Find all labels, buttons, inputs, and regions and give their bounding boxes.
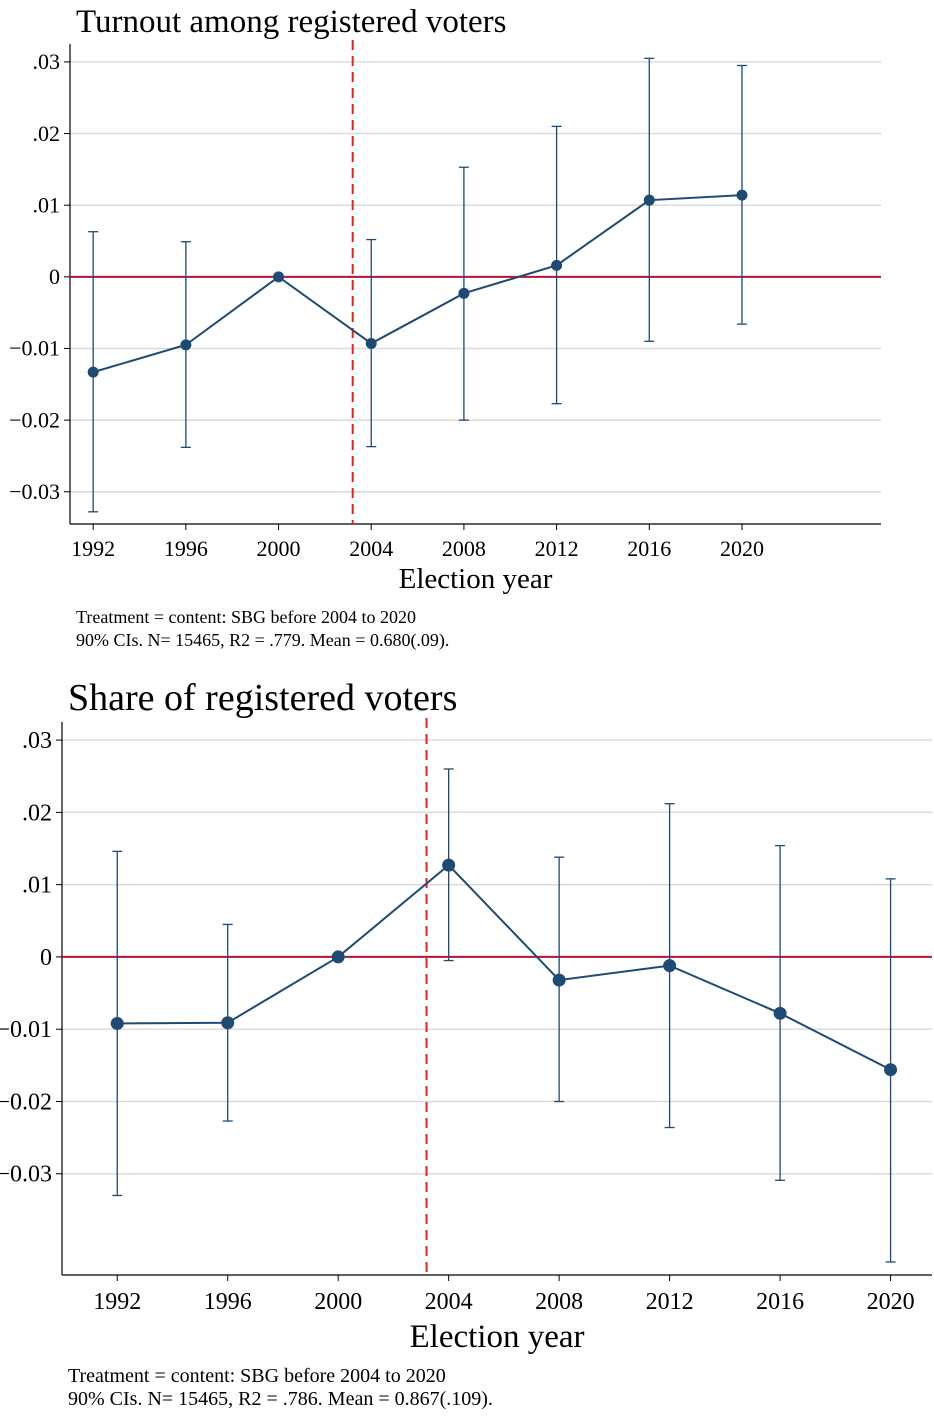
y-tick-label: 0 (40, 945, 52, 971)
x-tick-label: 2004 (425, 1289, 473, 1315)
chart-note: Treatment = content: SBG before 2004 to … (68, 1365, 446, 1387)
data-point (884, 1063, 898, 1077)
data-point (87, 366, 99, 378)
x-tick-label: 2008 (535, 1289, 583, 1315)
data-point (551, 259, 563, 271)
y-tick-label: −0.02 (9, 407, 60, 432)
y-tick-label: 0 (49, 264, 60, 289)
data-point (110, 1016, 124, 1030)
x-tick-label: 2008 (442, 536, 486, 561)
x-tick-label: 2016 (627, 536, 671, 561)
data-point (643, 194, 655, 206)
y-tick-label: .03 (33, 49, 61, 74)
chart-note: 90% CIs. N= 15465, R2 = .779. Mean = 0.6… (76, 630, 449, 651)
y-tick-label: .01 (33, 192, 61, 217)
x-tick-label: 1992 (93, 1289, 141, 1315)
data-point (273, 271, 285, 283)
chart-note: Treatment = content: SBG before 2004 to … (76, 607, 416, 627)
chart-title: Turnout among registered voters (76, 4, 506, 40)
series-line (117, 863, 892, 1071)
y-tick-label: .03 (22, 728, 52, 754)
x-tick-label: 2012 (535, 536, 579, 561)
data-point (221, 1016, 235, 1030)
x-tick-label: 1992 (71, 536, 115, 561)
x-tick-label: 2004 (349, 536, 393, 561)
data-point (552, 973, 566, 987)
y-tick-label: .02 (33, 121, 61, 146)
data-point (442, 858, 456, 872)
x-tick-label: 1996 (164, 536, 208, 561)
x-axis-label: Election year (399, 563, 553, 595)
data-point (736, 189, 748, 201)
chart-note: 90% CIs. N= 15465, R2 = .786. Mean = 0.8… (68, 1388, 493, 1410)
y-tick-label: −0.03 (9, 479, 60, 504)
y-tick-label: −0.01 (0, 1017, 52, 1043)
x-tick-label: 2012 (646, 1289, 694, 1315)
x-tick-label: 2016 (756, 1289, 804, 1315)
data-point (365, 337, 377, 349)
data-point (458, 287, 470, 299)
x-tick-label: 2000 (257, 536, 301, 561)
chart-title: Share of registered voters (68, 677, 457, 719)
x-tick-label: 2000 (314, 1289, 362, 1315)
data-point (180, 339, 192, 351)
x-tick-label: 2020 (867, 1289, 915, 1315)
data-point (331, 950, 345, 964)
x-tick-label: 2020 (720, 536, 764, 561)
y-tick-label: .02 (22, 800, 52, 826)
y-tick-label: −0.03 (0, 1162, 52, 1188)
panel-share: Share of registered voters −0.03 −0.02 −0.0… (0, 677, 932, 1410)
y-tick-label: .01 (22, 873, 52, 899)
y-tick-label: −0.02 (0, 1089, 52, 1115)
data-point (663, 959, 677, 973)
panel-turnout: Turnout among registered voters −0.03 −0.0… (9, 4, 881, 651)
data-point (773, 1006, 787, 1020)
x-tick-label: 1996 (204, 1289, 252, 1315)
x-axis-label: Election year (410, 1319, 585, 1355)
series-line (92, 194, 743, 374)
y-tick-label: −0.01 (9, 336, 60, 361)
